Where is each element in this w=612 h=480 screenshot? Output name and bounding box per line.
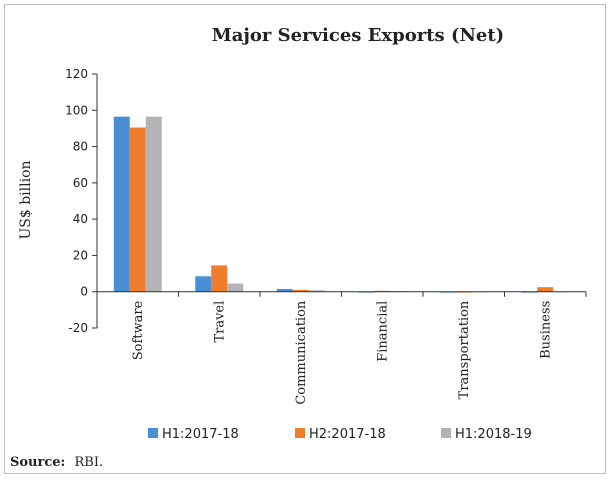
category-label-communication: Communication [294, 300, 309, 405]
bar-travel-1 [195, 276, 212, 292]
y-tick-label: 0 [80, 285, 88, 299]
legend-swatch [295, 428, 305, 438]
bar-software-3 [145, 116, 162, 292]
bar-series-group [113, 116, 570, 293]
y-tick-label: -20 [68, 321, 88, 335]
legend-swatch [148, 428, 158, 438]
bar-software-1 [113, 116, 130, 292]
legend-label: H1:2018-19 [455, 427, 532, 442]
category-label-travel: Travel [212, 301, 227, 343]
bar-communication-3 [308, 290, 325, 292]
bar-communication-1 [276, 288, 293, 292]
y-tick-label: 120 [65, 67, 88, 81]
legend-label: H2:2017-18 [309, 427, 386, 442]
bar-communication-2 [292, 289, 309, 292]
y-tick-label: 80 [73, 140, 88, 154]
chart-title: Major Services Exports (Net) [212, 25, 504, 46]
y-axis-label: US$ billion [18, 160, 34, 239]
y-axis: -20 0 20 40 60 80 100 120 [65, 67, 97, 335]
y-tick-label: 100 [65, 103, 88, 117]
y-tick-label: 40 [73, 212, 88, 226]
bar-business-2 [537, 287, 554, 292]
legend: H1:2017-18 H2:2017-18 H1:2018-19 [148, 427, 532, 442]
category-label-financial: Financial [375, 301, 390, 362]
source-label: Source: [10, 455, 65, 470]
bar-travel-3 [227, 283, 244, 292]
source-note: Source: RBI. [10, 455, 103, 470]
bar-software-2 [129, 127, 146, 292]
source-text: RBI. [75, 455, 104, 470]
category-label-business: Business [538, 301, 553, 359]
bar-travel-2 [211, 265, 228, 292]
chart-frame [4, 4, 606, 474]
category-label-software: Software [131, 300, 146, 360]
y-tick-label: 20 [73, 248, 88, 262]
legend-swatch [441, 428, 451, 438]
legend-label: H1:2017-18 [162, 427, 239, 442]
x-axis-categories: Software Travel Communication Financial Tran… [131, 291, 587, 405]
y-tick-label: 60 [73, 176, 88, 190]
category-label-transportation: Transportation [457, 300, 472, 399]
